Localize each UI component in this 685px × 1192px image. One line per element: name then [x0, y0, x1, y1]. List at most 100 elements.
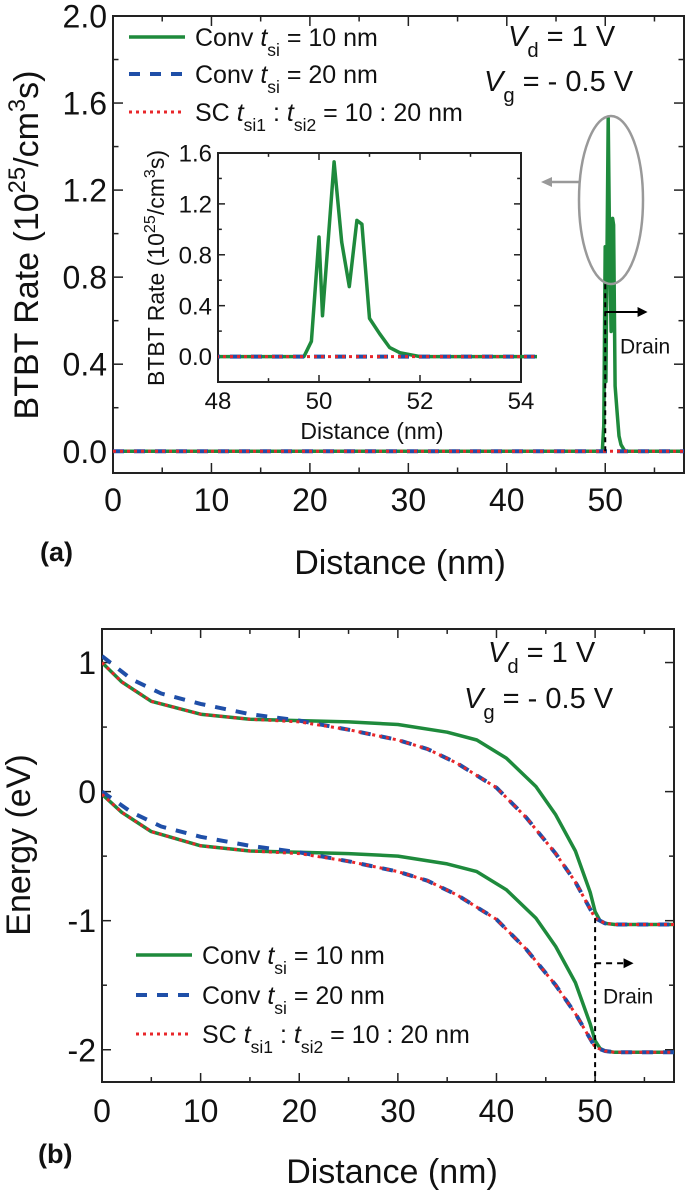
- y-tick-label: 0.4: [179, 293, 212, 320]
- text-segment: g: [503, 85, 514, 107]
- drain-label: Drain: [603, 985, 653, 1008]
- text-segment: = 10 : 20 nm: [323, 1021, 470, 1049]
- x-axis-title: Distance (nm): [294, 544, 506, 582]
- inset-y-axis-title: BTBT Rate (1025/cm3s): [141, 150, 169, 386]
- text-segment: 3: [4, 99, 31, 112]
- text-segment: d: [527, 40, 538, 62]
- text-segment: /cm: [143, 178, 169, 215]
- plot-frame: [217, 152, 522, 383]
- panel-label: (b): [38, 1139, 72, 1169]
- text-segment: t: [237, 99, 245, 127]
- y-tick-label: 0.8: [179, 242, 212, 269]
- text-segment: s): [143, 150, 169, 169]
- drain-label: Drain: [620, 335, 670, 358]
- series-line-conv10: [218, 160, 537, 359]
- text-segment: = 1 V: [539, 21, 616, 53]
- y-tick-label: 1.2: [179, 192, 212, 219]
- text-segment: Conv: [202, 942, 267, 970]
- series-line-conv10: [102, 792, 674, 1055]
- text-segment: = 20 nm: [287, 982, 385, 1010]
- annotation-vd: Vd = 1 V: [508, 21, 616, 62]
- text-segment: t: [267, 982, 275, 1010]
- text-segment: si1: [244, 115, 266, 135]
- text-segment: = - 0.5 V: [515, 66, 634, 98]
- text-segment: si1: [251, 1037, 273, 1057]
- text-segment: = 10 : 20 nm: [316, 99, 463, 127]
- legend-label: SC tsi1 : tsi2 = 10 : 20 nm: [195, 99, 463, 135]
- y-tick-label: 0.4: [63, 347, 107, 383]
- panel-label: (a): [40, 537, 73, 567]
- text-segment: si: [274, 998, 287, 1018]
- y-tick-label: 0: [78, 774, 96, 810]
- x-tick-label: 30: [391, 482, 427, 518]
- x-tick-label: 0: [104, 482, 122, 518]
- text-segment: si: [267, 40, 280, 60]
- text-segment: = - 0.5 V: [495, 683, 614, 715]
- x-tick-label: 40: [489, 482, 525, 518]
- x-tick-label: 52: [407, 388, 434, 415]
- series-line-conv10: [113, 116, 684, 453]
- text-segment: si: [274, 958, 287, 978]
- y-tick-label: 1.2: [63, 173, 107, 209]
- y-tick-label: 1: [78, 645, 96, 681]
- text-segment: si2: [294, 115, 316, 135]
- x-axis-title: Distance (nm): [286, 1153, 498, 1191]
- arrow-left-icon: [541, 177, 552, 187]
- x-tick-label: 20: [281, 1093, 317, 1129]
- plot-frame: [112, 15, 685, 474]
- legend-item-sc: SC tsi1 : tsi2 = 10 : 20 nm: [129, 99, 463, 135]
- text-segment: 25: [4, 167, 31, 193]
- y-tick-label: -2: [68, 1032, 96, 1068]
- text-segment: t: [244, 1021, 252, 1049]
- annotation-vd: Vd = 1 V: [488, 637, 596, 678]
- text-segment: t: [294, 1021, 302, 1049]
- legend-label: Conv tsi = 10 nm: [195, 24, 378, 60]
- x-tick-label: 10: [183, 1093, 219, 1129]
- panel-a-btbt-rate: 0 10 20 30 40 50 0.0 0.4 0.8 1.2 1.6 2.0 Drain Conv t…: [4, 0, 685, 582]
- legend-label: Conv tsi = 10 nm: [202, 942, 385, 978]
- legend-item-conv10: Conv tsi = 10 nm: [129, 24, 378, 60]
- text-segment: 25: [141, 215, 159, 233]
- text-segment: :: [266, 99, 287, 127]
- x-tick-label: 54: [508, 388, 535, 415]
- inset-x-axis-title: Distance (nm): [300, 418, 443, 444]
- text-segment: t: [287, 99, 295, 127]
- arrow-right-icon: [637, 306, 648, 317]
- text-segment: d: [507, 656, 518, 678]
- legend-label: Conv tsi = 20 nm: [195, 61, 378, 97]
- text-segment: s): [8, 71, 46, 99]
- y-tick-label: 0.8: [63, 260, 107, 296]
- legend-label: Conv tsi = 20 nm: [202, 982, 385, 1018]
- text-segment: V: [488, 637, 510, 669]
- y-tick-label: 1.6: [179, 141, 212, 168]
- y-tick-label: -1: [68, 903, 96, 939]
- y-tick-label: 0.0: [179, 344, 212, 371]
- y-tick-label: 2.0: [63, 0, 107, 35]
- text-segment: Conv: [195, 24, 260, 52]
- text-segment: SC: [195, 99, 237, 127]
- x-tick-label: 40: [479, 1093, 515, 1129]
- text-segment: t: [260, 24, 268, 52]
- text-segment: 3: [141, 169, 159, 178]
- text-segment: t: [267, 942, 275, 970]
- text-segment: si: [267, 77, 280, 97]
- y-axis-title: BTBT Rate (1025/cm3s): [4, 71, 47, 420]
- zoom-region-ellipse: [577, 114, 645, 286]
- text-segment: = 1 V: [519, 637, 596, 669]
- text-segment: si2: [301, 1037, 323, 1057]
- x-tick-label: 30: [380, 1093, 416, 1129]
- y-axis-title: Energy (eV): [0, 754, 38, 935]
- legend-item-conv20: Conv tsi = 20 nm: [129, 61, 378, 97]
- series-line-sc: [102, 661, 674, 926]
- legend-item-sc: SC tsi1 : tsi2 = 10 : 20 nm: [136, 1021, 470, 1057]
- inset-plot: 48 50 52 54 0.0 0.4 0.8 1.2 1.6 Distance (nm) BTBT…: [141, 141, 537, 444]
- y-tick-label: 0.0: [63, 434, 107, 470]
- text-segment: t: [260, 61, 268, 89]
- legend-item-conv20: Conv tsi = 20 nm: [136, 982, 385, 1018]
- legend-label: SC tsi1 : tsi2 = 10 : 20 nm: [202, 1021, 470, 1057]
- y-tick-label: 1.6: [63, 86, 107, 122]
- text-segment: :: [273, 1021, 294, 1049]
- text-segment: Conv: [202, 982, 267, 1010]
- text-segment: Conv: [195, 61, 260, 89]
